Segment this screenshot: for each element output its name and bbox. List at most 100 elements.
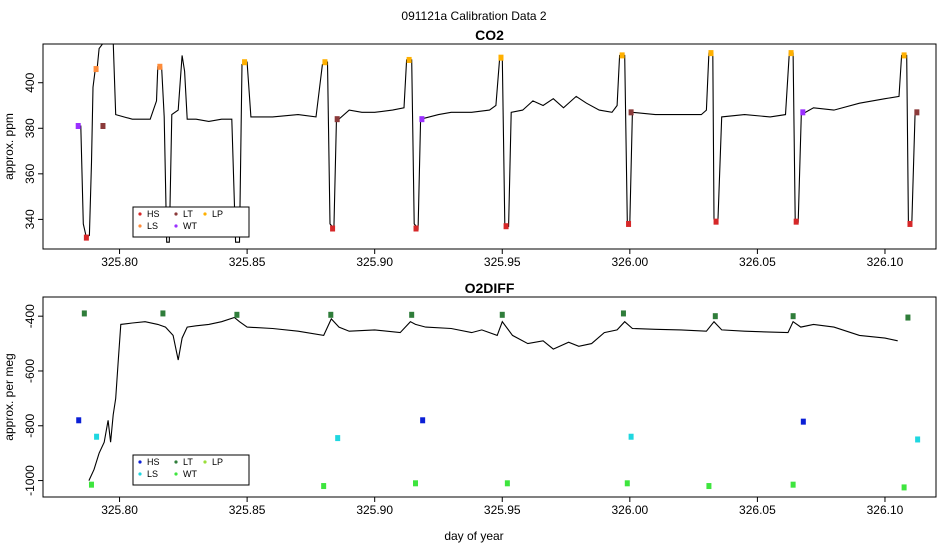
legend-swatch <box>174 472 178 476</box>
legend-label: LT <box>183 457 193 467</box>
calibration-marker <box>915 436 921 443</box>
calibration-marker <box>83 234 89 241</box>
calibration-marker <box>406 56 412 63</box>
calibration-marker <box>706 483 712 490</box>
legend-swatch <box>138 212 142 216</box>
data-trace-line <box>88 316 898 481</box>
y-tick-label: 340 <box>23 209 37 229</box>
calibration-marker <box>790 313 796 320</box>
calibration-marker <box>713 218 719 225</box>
calibration-marker <box>624 480 630 487</box>
y-tick-label: -800 <box>23 413 37 437</box>
y-tick-label: -600 <box>23 359 37 383</box>
calibration-marker <box>914 109 920 116</box>
calibration-marker <box>626 220 632 227</box>
calibration-marker <box>409 311 415 318</box>
calibration-marker <box>335 435 341 442</box>
calibration-marker <box>322 59 328 66</box>
x-tick-label: 325.85 <box>229 503 266 517</box>
legend-label: HS <box>147 209 160 219</box>
legend-swatch <box>174 460 178 464</box>
calibration-marker <box>75 123 81 129</box>
calibration-marker <box>800 418 806 425</box>
calibration-marker <box>76 417 82 424</box>
x-tick-label: 326.00 <box>611 503 648 517</box>
calibration-marker <box>503 223 509 230</box>
x-tick-label: 326.10 <box>867 255 904 269</box>
calibration-marker <box>413 480 419 487</box>
y-axis-label: approx. ppm <box>2 113 16 180</box>
calibration-marker <box>628 109 634 116</box>
legend-swatch <box>138 460 142 464</box>
legend-swatch <box>174 224 178 228</box>
plot-frame <box>42 296 937 498</box>
y-tick-label: 380 <box>23 118 37 138</box>
calibration-marker <box>790 481 796 488</box>
calibration-marker <box>330 225 336 232</box>
x-tick-label: 325.85 <box>229 255 266 269</box>
calibration-marker <box>242 59 248 66</box>
calibration-marker <box>420 417 426 424</box>
legend-swatch <box>138 472 142 476</box>
x-tick-label: 325.80 <box>101 503 138 517</box>
calibration-marker <box>160 310 166 317</box>
y-axis-label: approx. per meg <box>2 353 16 440</box>
y-tick-label: 360 <box>23 164 37 184</box>
calibration-marker <box>907 220 913 227</box>
calibration-marker <box>413 225 419 232</box>
x-tick-label: 325.90 <box>356 255 393 269</box>
calibration-marker <box>800 109 806 116</box>
calibration-marker <box>419 116 425 123</box>
calibration-marker <box>788 50 794 57</box>
calibration-marker <box>88 481 94 488</box>
legend-label: WT <box>183 469 197 479</box>
calibration-marker <box>157 63 163 70</box>
legend-box <box>132 206 250 238</box>
legend-label: LS <box>147 221 158 231</box>
calibration-marker <box>628 433 634 440</box>
calibration-marker <box>793 218 799 225</box>
calibration-marker <box>901 484 907 491</box>
calibration-marker <box>620 310 626 317</box>
legend-label: LP <box>212 457 223 467</box>
legend-swatch <box>174 212 178 216</box>
legend-label: HS <box>147 457 160 467</box>
calibration-marker <box>94 433 100 440</box>
y-tick-label: 400 <box>23 72 37 92</box>
calibration-marker <box>905 314 911 321</box>
legend-label: WT <box>183 221 197 231</box>
calibration-marker <box>504 480 510 487</box>
x-tick-label: 325.95 <box>484 503 521 517</box>
calibration-marker <box>81 310 87 317</box>
legend-swatch <box>203 460 207 464</box>
x-tick-label: 325.95 <box>484 255 521 269</box>
x-axis-label: day of year <box>444 529 503 543</box>
calibration-marker <box>100 123 106 129</box>
x-tick-label: 326.05 <box>739 503 776 517</box>
legend-label: LS <box>147 469 158 479</box>
y-tick-label: -1000 <box>23 465 37 496</box>
calibration-marker <box>499 311 505 318</box>
x-tick-label: 326.05 <box>739 255 776 269</box>
y-tick-label: -400 <box>23 304 37 328</box>
x-tick-label: 325.90 <box>356 503 393 517</box>
x-tick-label: 326.00 <box>611 255 648 269</box>
x-tick-label: 325.80 <box>101 255 138 269</box>
calibration-marker <box>93 66 99 73</box>
panel-title: CO2 <box>475 27 504 43</box>
calibration-marker <box>712 313 718 320</box>
calibration-marker <box>901 52 907 59</box>
plot-frame <box>42 43 937 250</box>
legend-box <box>132 454 250 486</box>
calibration-marker <box>708 50 714 57</box>
figure-title: 091121a Calibration Data 2 <box>401 9 547 23</box>
panel-title: O2DIFF <box>465 280 515 296</box>
calibration-marker <box>328 311 334 318</box>
calibration-marker <box>619 52 625 59</box>
legend-label: LP <box>212 209 223 219</box>
legend-swatch <box>138 224 142 228</box>
calibration-marker <box>334 116 340 123</box>
co2-panel: CO2 approx. ppm 325.80 325.85 325.90 325.95 32… <box>2 27 937 269</box>
calibration-marker <box>234 311 240 318</box>
